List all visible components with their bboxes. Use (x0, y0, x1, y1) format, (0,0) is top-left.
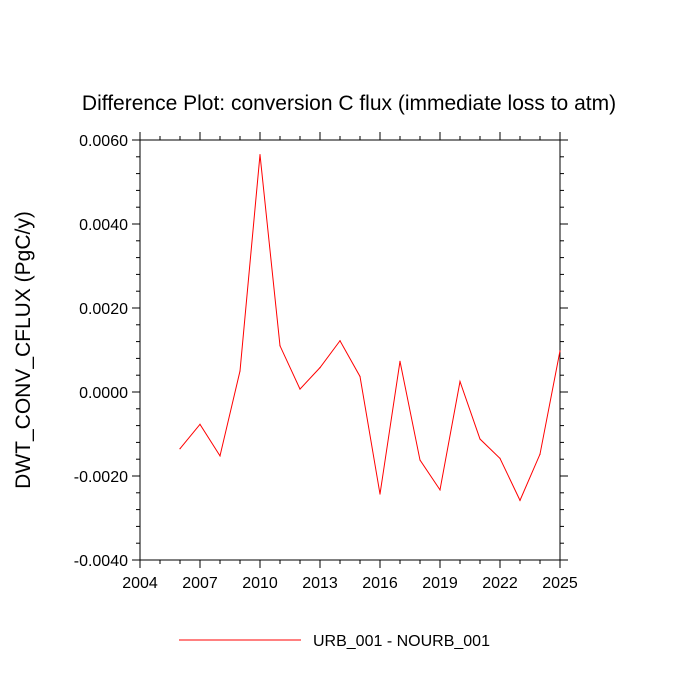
y-tick-label: 0.0020 (79, 301, 128, 318)
legend: URB_001 - NOURB_001 (179, 633, 490, 650)
plot-frame (139, 139, 561, 561)
x-tick-label: 2016 (362, 575, 398, 592)
x-tick-label: 2004 (122, 575, 158, 592)
y-tick-label: 0.0040 (79, 217, 128, 234)
y-tick-label: -0.0020 (74, 469, 128, 486)
data-point (419, 459, 421, 461)
data-point (219, 455, 221, 457)
chart-title: Difference Plot: conversion C flux (imme… (82, 92, 616, 115)
data-point (299, 388, 301, 390)
x-tick-label: 2010 (242, 575, 278, 592)
series-line (179, 154, 561, 502)
data-point (259, 154, 261, 156)
data-point (239, 370, 241, 372)
y-tick-label: -0.0040 (74, 553, 128, 570)
data-point (179, 448, 181, 450)
x-tick-label: 2025 (542, 575, 578, 592)
data-point (519, 499, 521, 501)
data-point (439, 489, 441, 491)
data-point (199, 423, 201, 425)
x-tick-label: 2013 (302, 575, 338, 592)
data-point (379, 493, 381, 495)
data-point (499, 457, 501, 459)
data-point (559, 350, 561, 352)
data-point (479, 438, 481, 440)
data-point (359, 375, 361, 378)
x-tick-label: 2022 (482, 575, 518, 592)
y-tick-label: 0.0060 (79, 133, 128, 150)
data-point (399, 360, 401, 362)
x-tick-label: 2007 (182, 575, 218, 592)
data-point (319, 367, 321, 369)
plot-area: 2004 2007 2010 2013 2016 2019 2022 2025 -0.0040 -… (74, 132, 578, 592)
y-axis-label: DWT_CONV_CFLUX (PgC/y) (12, 211, 35, 489)
data-point (339, 340, 341, 342)
legend-label: URB_001 - NOURB_001 (313, 633, 490, 650)
data-point (279, 345, 281, 347)
y-tick-label: 0.0000 (79, 385, 128, 402)
x-tick-label: 2019 (422, 575, 458, 592)
data-point (459, 380, 461, 383)
data-point (539, 453, 541, 455)
